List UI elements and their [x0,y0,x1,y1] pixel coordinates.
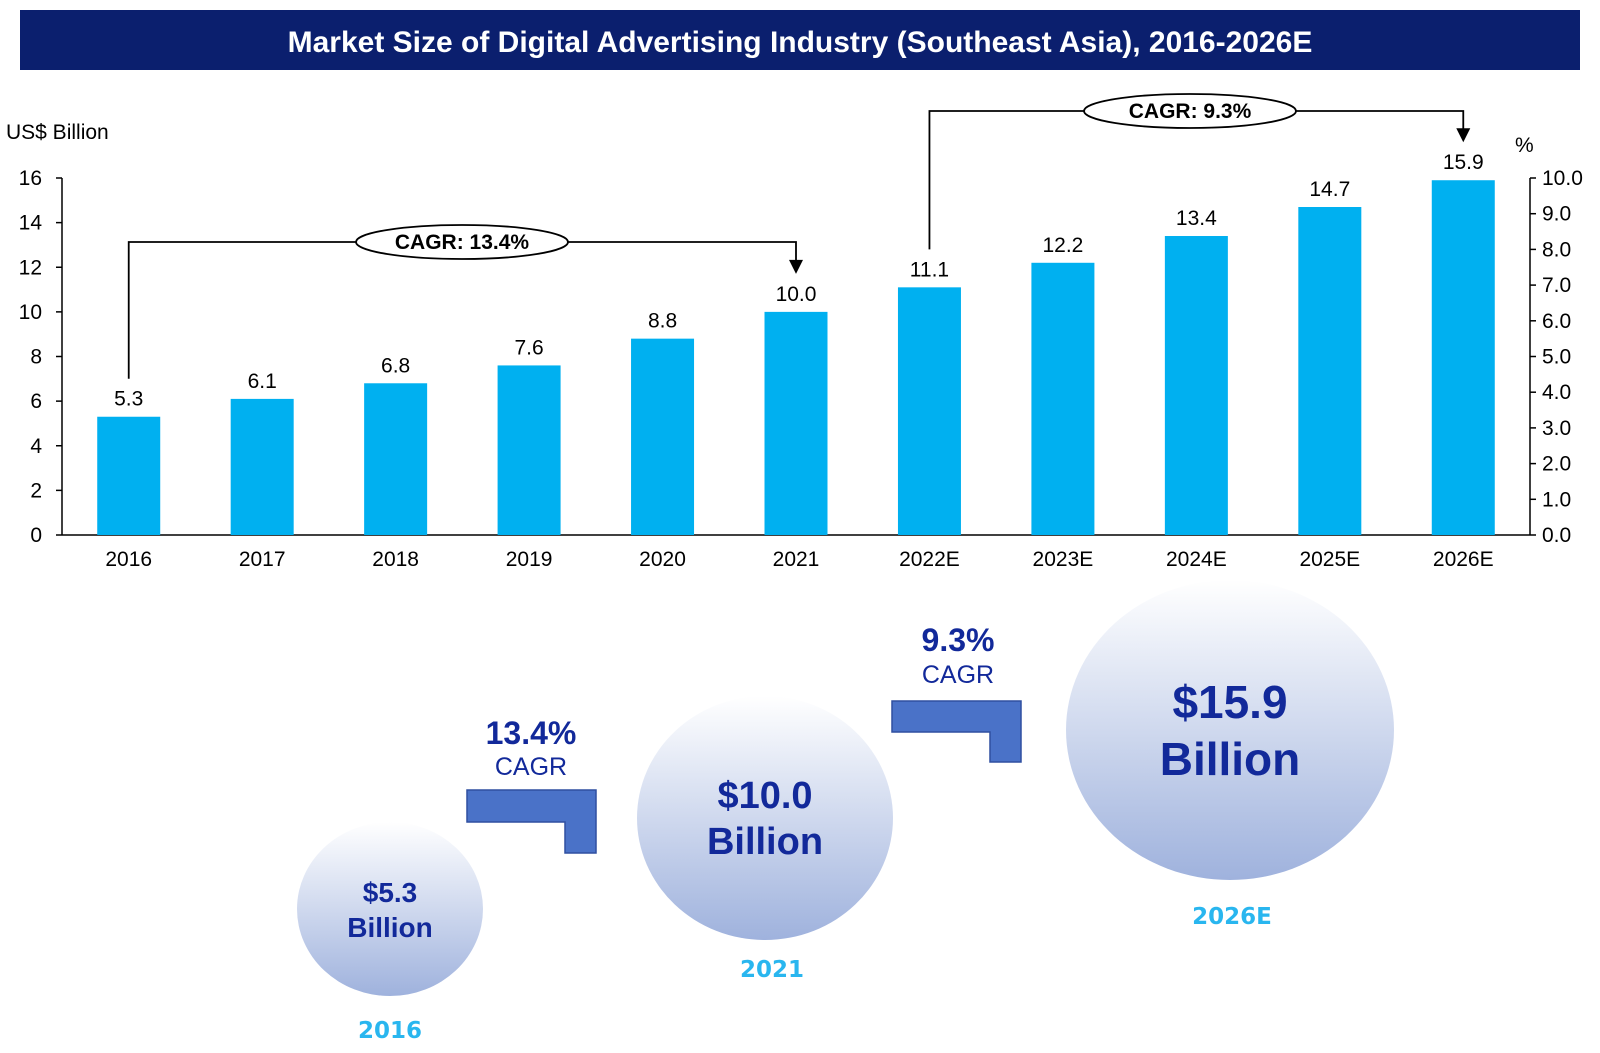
bubble-2016-amount: $5.3 [363,877,418,908]
y2-tick-label: 2.0 [1542,453,1571,476]
x-tick-label: 2026E [1433,548,1494,571]
bar-value-label: 13.4 [1176,207,1217,230]
bar-value-label: 12.2 [1042,234,1083,257]
bubble-2026e-amount: $15.9 [1172,676,1287,728]
x-tick-label: 2018 [372,548,419,571]
bar-value-label: 14.7 [1309,178,1350,201]
bar [1431,180,1495,535]
x-tick-label: 2020 [639,548,686,571]
y-tick-label: 16 [19,167,42,190]
y2-tick-label: 5.0 [1542,346,1571,369]
bar-value-label: 11.1 [910,258,949,281]
cagr-callout-text: CAGR: 9.3% [1129,100,1252,123]
y2-axis-label: % [1515,134,1534,157]
bar-value-label: 7.6 [514,336,543,359]
step-arrow-icon-2 [891,700,1022,763]
bar-value-label: 10.0 [776,283,817,306]
cagr-annotations: CAGR: 13.4% CAGR: 9.3% [127,93,1471,379]
y2-tick-label: 8.0 [1542,238,1571,261]
y-axis-label: US$ Billion [6,121,109,144]
cagr-callout-text: CAGR: 13.4% [395,231,530,254]
bar [497,365,561,535]
bubble-2021-year: 2021 [740,957,804,983]
bar-value-label: 15.9 [1443,151,1484,174]
bubble-2016-unit: Billion [347,912,433,943]
y2-tick-label: 9.0 [1542,203,1571,226]
bar [1164,236,1228,535]
summary-panel: $5.3 Billion 2016 $10.0 Billion 2021 $15… [297,580,1394,1044]
y-tick-label: 4 [30,435,42,458]
bubble-2026e-unit: Billion [1160,733,1301,785]
y-tick-label: 0 [30,524,42,547]
y2-tick-label: 7.0 [1542,274,1571,297]
bubble-2021-unit: Billion [707,821,823,863]
bubble-2021-amount: $10.0 [717,775,812,817]
bar [631,338,695,535]
arrow-down-icon [789,259,803,274]
cagr-callout-oval [355,224,569,260]
y2-axis-ticks: 0.0 1.0 2.0 3.0 4.0 5.0 6.0 7.0 8.0 9.0 10.0 [1530,167,1583,547]
arrow-down-icon [1456,128,1471,143]
bar [97,416,161,535]
bar-value-label: 8.8 [648,310,677,333]
y-axis-ticks: 0 2 4 6 8 10 12 14 16 [19,167,62,547]
bar [1031,262,1095,535]
y2-tick-label: 1.0 [1542,488,1571,511]
y2-tick-label: 0.0 [1542,524,1571,547]
growth-label-2: CAGR [922,661,994,689]
y-tick-label: 2 [30,479,42,502]
x-tick-label: 2023E [1033,548,1094,571]
bubble-2016 [297,822,483,996]
y-tick-label: 6 [30,390,42,413]
title-banner [20,10,1580,70]
cagr-callout-oval [1083,93,1297,129]
x-tick-label: 2025E [1299,548,1360,571]
bubble-2026e-year: 2026E [1192,904,1272,930]
y-tick-label: 12 [19,256,42,279]
bar-value-label: 6.1 [248,370,277,393]
bar-value-label: 5.3 [114,388,143,411]
y2-tick-label: 10.0 [1542,167,1583,190]
bar [1298,207,1362,535]
y-tick-label: 10 [19,301,42,324]
bar [230,398,294,535]
growth-pct-2: 9.3% [922,622,995,658]
bubble-2016-year: 2016 [358,1018,422,1044]
cagr-bracket-line [127,241,797,379]
bar-value-label: 6.8 [381,354,410,377]
x-tick-label: 2024E [1166,548,1227,571]
x-tick-label: 2019 [506,548,553,571]
bubble-2021 [637,696,893,940]
bar-series: 5.3 2016 6.1 2017 6.8 2018 7.6 2019 8.8 2020 10.0 2… [97,151,1495,571]
y2-tick-label: 6.0 [1542,310,1571,333]
y-tick-label: 14 [19,212,43,235]
bar [364,383,428,535]
x-tick-label: 2021 [773,548,820,571]
y2-tick-label: 4.0 [1542,381,1571,404]
bar [897,287,961,535]
y-tick-label: 8 [30,346,42,369]
chart-title: Market Size of Digital Advertising Indus… [288,26,1313,59]
y2-tick-label: 3.0 [1542,417,1571,440]
x-tick-label: 2017 [239,548,286,571]
x-tick-label: 2022E [899,548,960,571]
bar [764,311,828,535]
step-arrow-icon-1 [466,789,597,854]
x-tick-label: 2016 [105,548,152,571]
bubble-2026e [1066,580,1394,880]
growth-label-1: CAGR [495,753,567,781]
growth-pct-1: 13.4% [486,715,577,751]
